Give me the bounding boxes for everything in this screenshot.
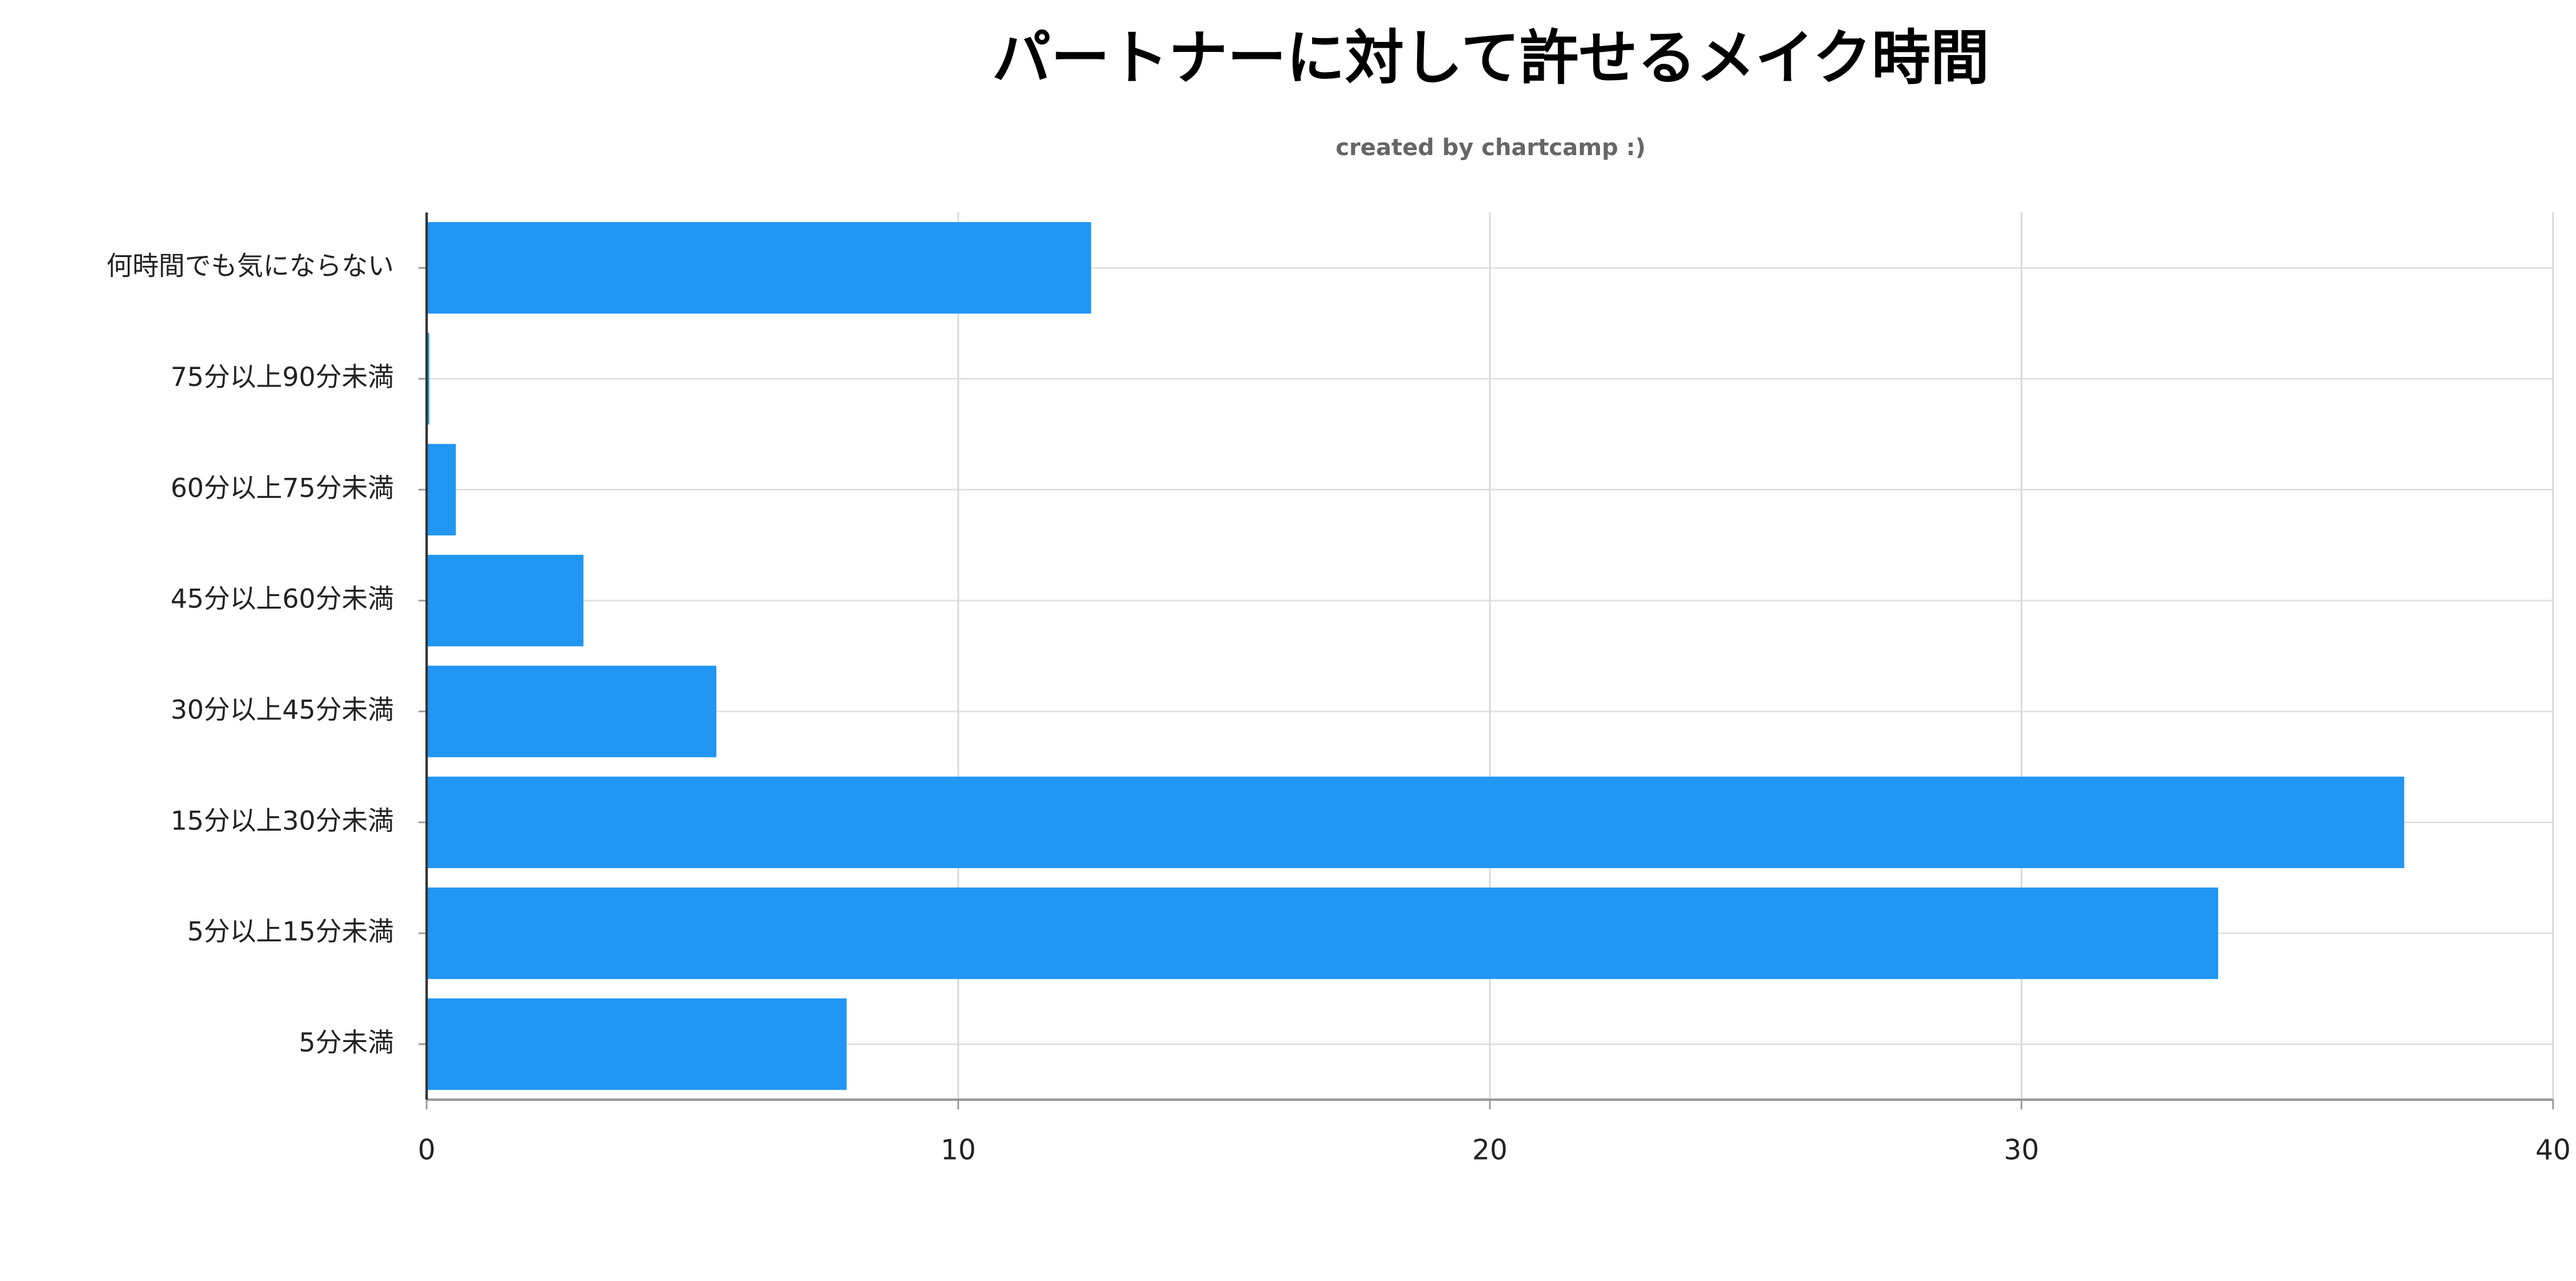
y-tick-label: 75分以上90分未満 bbox=[171, 362, 394, 392]
y-tick-label: 15分以上30分未満 bbox=[171, 805, 394, 836]
chart-subtitle: created by chartcamp :) bbox=[1336, 134, 1646, 161]
bar bbox=[426, 333, 430, 425]
x-tick-label: 30 bbox=[2003, 1135, 2039, 1167]
chart-title: パートナーに対して許せるメイク時間 bbox=[992, 24, 1989, 93]
y-tick-label: 何時間でも気にならない bbox=[106, 251, 394, 281]
y-tick-label: 5分以上15分未満 bbox=[187, 916, 394, 947]
bar bbox=[426, 887, 2219, 980]
x-tick-label: 10 bbox=[940, 1135, 976, 1167]
y-tick-label: 45分以上60分未満 bbox=[171, 584, 394, 614]
x-tick-label: 40 bbox=[2535, 1135, 2571, 1167]
x-tick-label: 20 bbox=[1472, 1135, 1508, 1167]
bar bbox=[426, 998, 847, 1090]
bar bbox=[426, 443, 456, 535]
bar bbox=[426, 222, 1091, 314]
y-tick-label: 5分未満 bbox=[299, 1027, 394, 1058]
y-tick-label: 60分以上75分未満 bbox=[171, 472, 394, 503]
bar bbox=[426, 666, 716, 757]
y-tick-label: 30分以上45分未満 bbox=[171, 694, 394, 725]
bar bbox=[426, 555, 584, 647]
bar bbox=[426, 776, 2405, 868]
x-tick-label: 0 bbox=[418, 1135, 435, 1167]
